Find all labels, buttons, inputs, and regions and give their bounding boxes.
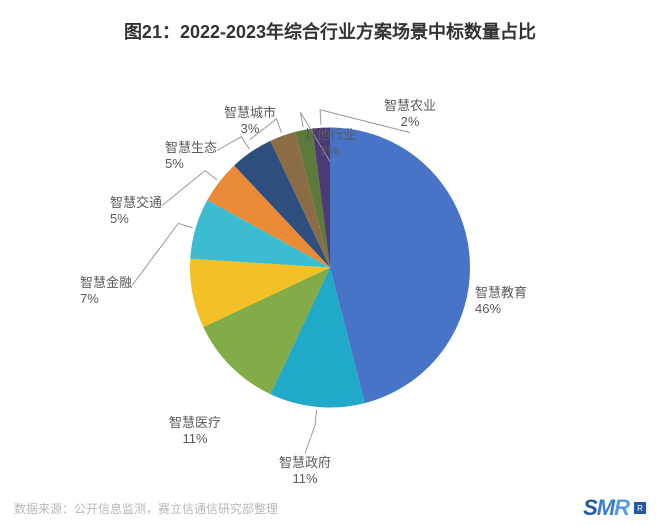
slice-label: 智慧金融7% bbox=[80, 275, 132, 308]
slice-pct: 2% bbox=[380, 114, 440, 130]
leader-line bbox=[305, 409, 317, 453]
slice-pct: 7% bbox=[80, 291, 132, 307]
leader-line bbox=[217, 136, 250, 150]
slice-name: 智慧政府 bbox=[275, 455, 335, 471]
slice-pct: 2% bbox=[300, 143, 360, 159]
slice-name: 智慧金融 bbox=[80, 275, 132, 291]
slice-pct: 3% bbox=[220, 121, 280, 137]
slice-name: 智慧农业 bbox=[380, 98, 440, 114]
logo-text: SMR bbox=[583, 495, 629, 521]
slice-name: 智慧工业 bbox=[130, 340, 190, 356]
leader-line bbox=[132, 223, 193, 285]
slice-label: 智慧工业8% bbox=[130, 340, 190, 373]
slice-name: 其他行业 bbox=[300, 127, 360, 143]
slice-label: 智慧交通5% bbox=[110, 195, 162, 228]
slice-label: 智慧生态5% bbox=[165, 140, 217, 173]
slice-pct: 8% bbox=[130, 356, 190, 372]
slice-name: 智慧交通 bbox=[110, 195, 162, 211]
smr-logo: SMR R bbox=[583, 495, 646, 521]
slice-label: 智慧城市3% bbox=[220, 105, 280, 138]
slice-pct: 11% bbox=[165, 431, 225, 447]
slice-name: 智慧城市 bbox=[220, 105, 280, 121]
footer: 数据来源：公开信息监测，赛立信通信研究部整理 SMR R bbox=[0, 491, 660, 525]
chart-title: 图21：2022-2023年综合行业方案场景中标数量占比 bbox=[0, 0, 660, 44]
slice-pct: 5% bbox=[110, 211, 162, 227]
slice-pct: 5% bbox=[165, 156, 217, 172]
slice-name: 智慧医疗 bbox=[165, 415, 225, 431]
slice-label: 智慧政府11% bbox=[275, 455, 335, 488]
slice-name: 智慧教育 bbox=[475, 285, 527, 301]
data-source-text: 数据来源：公开信息监测，赛立信通信研究部整理 bbox=[14, 500, 278, 517]
slice-label: 智慧医疗11% bbox=[165, 415, 225, 448]
slice-pct: 46% bbox=[475, 301, 527, 317]
slice-label: 其他行业2% bbox=[300, 127, 360, 160]
chart-area: 智慧教育46%智慧政府11%智慧医疗11%智慧工业8%智慧金融7%智慧交通5%智… bbox=[0, 60, 660, 475]
logo-badge: R bbox=[634, 502, 646, 514]
pie-chart bbox=[0, 60, 660, 475]
slice-name: 智慧生态 bbox=[165, 140, 217, 156]
slice-label: 智慧教育46% bbox=[475, 285, 527, 318]
slice-pct: 11% bbox=[275, 471, 335, 487]
slice-label: 智慧农业2% bbox=[380, 98, 440, 131]
